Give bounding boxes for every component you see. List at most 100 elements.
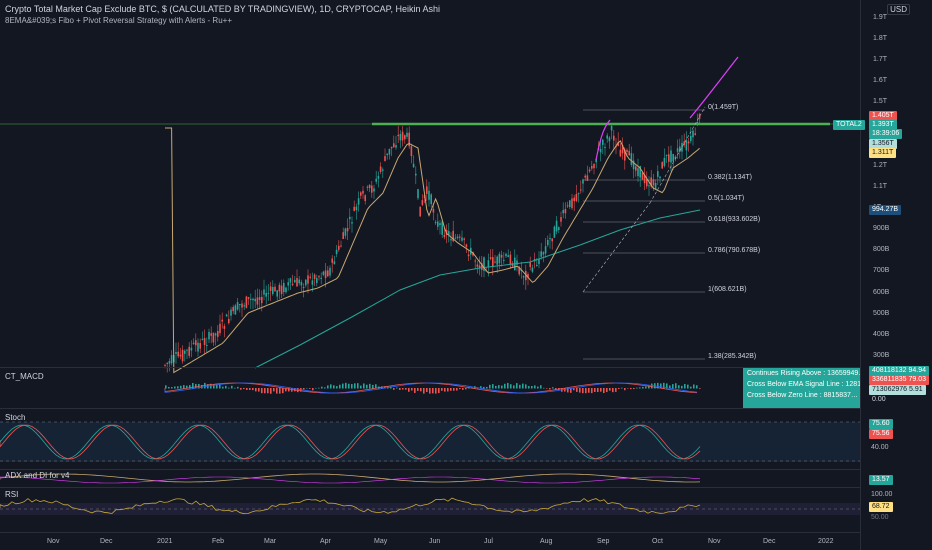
chart-title: Crypto Total Market Cap Exclude BTC, $ (… xyxy=(5,4,440,14)
stoch-d-value: 75.56 xyxy=(869,429,893,439)
candle-body xyxy=(577,193,580,195)
macd-histogram-bar xyxy=(573,388,575,391)
rsi-pane-title[interactable]: RSI xyxy=(5,490,19,499)
macd-histogram-bar xyxy=(459,388,461,390)
candle-body xyxy=(659,176,661,179)
candle-body xyxy=(371,185,373,193)
last-price-tag: 1.393T xyxy=(869,120,897,130)
candle-body xyxy=(170,355,173,364)
fib-trend-line xyxy=(582,202,651,293)
time-axis-label: Apr xyxy=(320,538,331,545)
candle-body xyxy=(245,296,248,308)
macd-histogram-bar xyxy=(408,388,410,392)
candle-body xyxy=(346,227,349,232)
candle-body xyxy=(278,284,281,292)
candle-body xyxy=(289,278,292,283)
macd-histogram-bar xyxy=(396,387,398,389)
candle-body xyxy=(234,305,237,315)
macd-histogram-bar xyxy=(324,387,326,389)
macd-histogram-bar xyxy=(267,388,269,394)
candle-body xyxy=(509,254,512,265)
candle-body xyxy=(652,179,655,186)
stoch-pane-title[interactable]: Stoch xyxy=(5,413,26,422)
candle-body xyxy=(483,257,485,271)
chart-canvas[interactable] xyxy=(0,0,860,530)
macd-histogram-bar xyxy=(273,388,275,392)
candle-body xyxy=(283,282,285,293)
macd-histogram-bar xyxy=(252,388,254,391)
candle-body xyxy=(518,267,520,275)
fib-level-label: 0(1.459T) xyxy=(708,104,739,111)
candle-body xyxy=(395,145,397,148)
candle-body xyxy=(175,352,177,354)
macd-histogram-bar xyxy=(438,388,440,394)
candle-body xyxy=(437,221,439,227)
candle-body xyxy=(569,200,571,208)
candle-body xyxy=(511,263,514,267)
candle-body xyxy=(280,285,283,295)
macd-histogram-bar xyxy=(555,388,557,390)
candle-body xyxy=(648,185,650,187)
macd-histogram-bar xyxy=(543,387,545,389)
macd-histogram-bar xyxy=(225,385,227,389)
macd-histogram-bar xyxy=(675,383,677,389)
time-axis-label: 2022 xyxy=(818,538,834,545)
macd-histogram-bar xyxy=(180,385,182,389)
candle-body xyxy=(575,194,578,202)
price-axis-label: 1.1T xyxy=(873,183,888,190)
macd-histogram-bar xyxy=(243,388,245,390)
macd-histogram-bar xyxy=(228,387,230,389)
time-axis-label: Feb xyxy=(212,538,225,545)
countdown-tag: 18:39:06 xyxy=(869,129,903,139)
currency-button[interactable]: USD xyxy=(887,4,910,15)
candle-body xyxy=(269,286,272,291)
candle-body xyxy=(461,237,463,241)
time-axis-label: Dec xyxy=(100,538,113,545)
symbol-tag: TOTAL2 xyxy=(833,120,865,130)
price-axis-label: 900B xyxy=(873,225,890,232)
macd-alerts-box: Continues Rising Above : 13659949… Cross… xyxy=(743,368,860,408)
adx-pane-title[interactable]: ADX and DI for v4 xyxy=(5,471,70,480)
price-axis-label: 1.8T xyxy=(873,35,888,42)
candle-body xyxy=(670,150,672,163)
candle-body xyxy=(272,287,274,295)
macd-histogram-bar xyxy=(279,388,281,394)
alert-line-1: Continues Rising Above : 13659949… xyxy=(747,370,860,377)
projection-curve xyxy=(595,56,739,161)
candle-body xyxy=(197,342,199,352)
macd-histogram-bar xyxy=(591,388,593,394)
candle-body xyxy=(602,139,604,145)
candle-body xyxy=(599,148,602,153)
candle-body xyxy=(562,209,564,214)
candle-body xyxy=(621,145,624,154)
candle-body xyxy=(586,175,589,181)
candle-body xyxy=(307,275,309,284)
signal-line xyxy=(164,382,698,394)
candle-body xyxy=(296,278,298,287)
macd-histogram-bar xyxy=(582,388,584,394)
candle-body xyxy=(250,298,252,300)
candle-body xyxy=(538,259,540,265)
candle-body xyxy=(254,298,256,302)
candle-body xyxy=(208,331,210,340)
macd-histogram-bar xyxy=(315,387,317,389)
candle-body xyxy=(630,153,633,165)
candle-body xyxy=(551,238,553,242)
price-axis-label: 500B xyxy=(873,310,890,317)
candle-body xyxy=(571,198,573,209)
macd-histogram-bar xyxy=(486,386,488,389)
macd-histogram-bar xyxy=(693,384,695,389)
macd-histogram-bar xyxy=(651,383,653,389)
ema-200-line xyxy=(254,209,701,369)
macd-histogram-bar xyxy=(672,384,674,389)
macd-histogram-bar xyxy=(306,387,308,389)
macd-histogram-bar xyxy=(690,386,692,389)
macd-histogram-bar xyxy=(216,384,218,389)
candle-body xyxy=(333,261,336,265)
candle-body xyxy=(665,154,668,157)
candle-body xyxy=(498,253,501,264)
indicator-title[interactable]: 8EMA&#039;s Fibo + Pivot Reversal Strate… xyxy=(5,16,232,25)
macd-pane-title[interactable]: CT_MACD xyxy=(5,372,44,381)
macd-histogram-bar xyxy=(540,385,542,389)
macd-histogram-bar xyxy=(606,388,608,393)
